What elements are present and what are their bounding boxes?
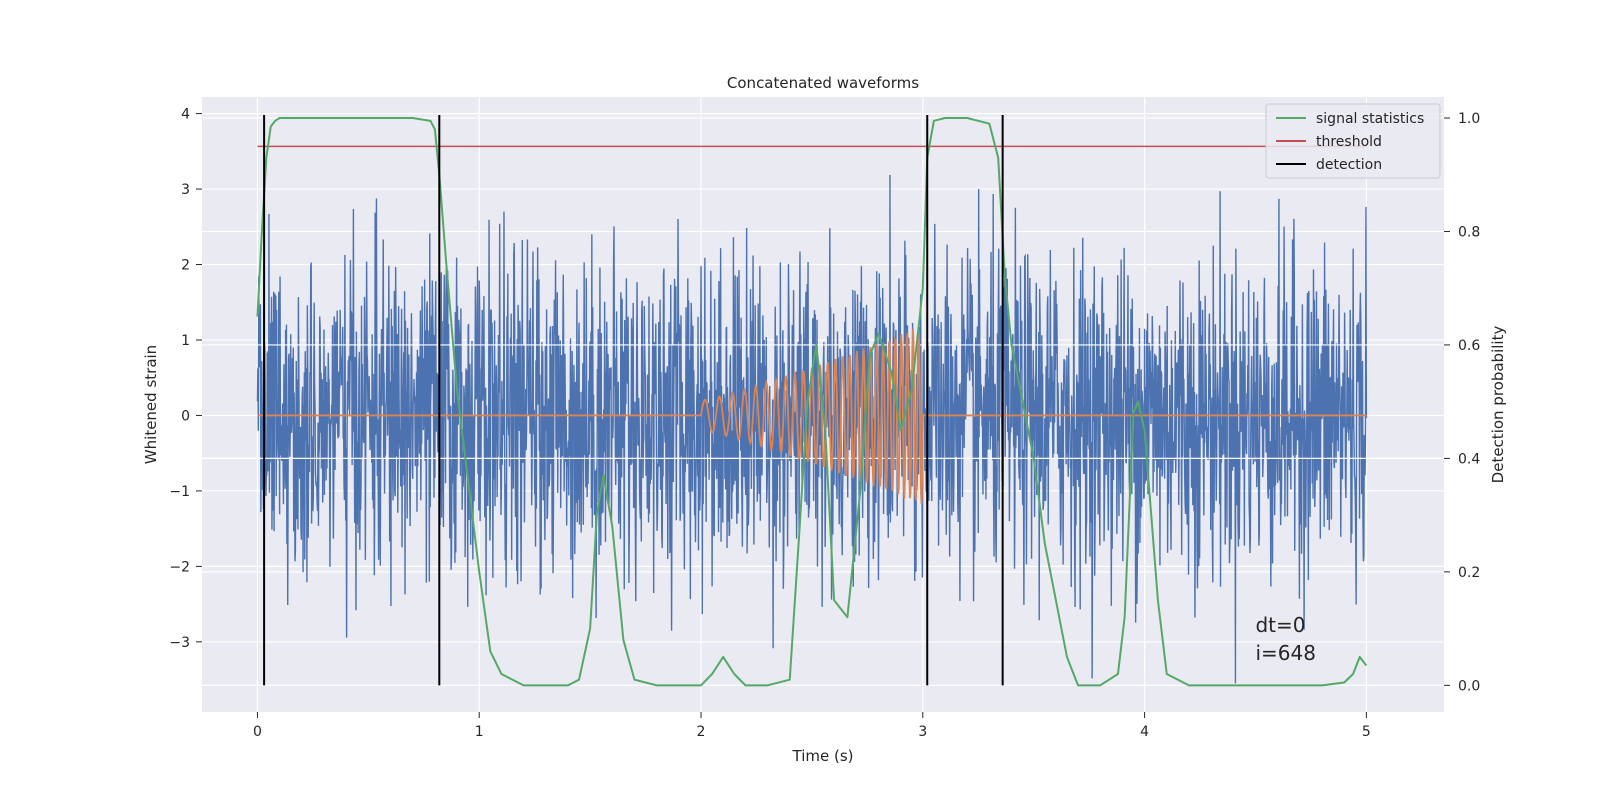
y-tick-label: 4 [181,107,190,123]
y2-tick-label: 1.0 [1458,111,1480,127]
y-tick-label: −2 [169,559,190,575]
x-tick-label: 0 [253,724,262,740]
x-tick-label: 2 [697,724,706,740]
legend: signal statistics threshold detection [1265,103,1441,179]
plot-area [202,114,1444,687]
legend-label: threshold [1316,134,1382,150]
legend-box [1265,103,1441,179]
y-tick-label: 3 [181,182,190,198]
y2-tick-label: 0.4 [1458,451,1480,467]
x-tick-label: 3 [918,724,927,740]
x-axis-label: Time (s) [792,747,854,765]
y2-axis-label: Detection probability [1489,326,1507,484]
annotation-dt: dt=0 [1255,613,1305,637]
annotation-index: i=648 [1255,641,1316,665]
y-tick-label: −1 [169,484,190,500]
chart-title: Concatenated waveforms [727,74,919,92]
x-tick-label: 1 [475,724,484,740]
y-tick-label: 1 [181,333,190,349]
legend-label: detection [1316,157,1382,173]
y-tick-label: −3 [169,635,190,651]
x-tick-label: 5 [1362,724,1371,740]
y-axis-label: Whitened strain [142,345,160,464]
legend-label: signal statistics [1316,111,1424,127]
y2-tick-label: 0.0 [1458,678,1480,694]
y-tick-label: 0 [181,408,190,424]
y2-tick-label: 0.8 [1458,224,1480,240]
signal-statistics-line [256,116,1368,687]
y2-tick-label: 0.6 [1458,338,1480,354]
axes: 0 1 2 3 4 5 −3 −2 −1 0 1 2 3 4 0.0 0.2 0.4 0.6 0.8 1.0 [169,107,1480,740]
y2-tick-label: 0.2 [1458,565,1480,581]
y-tick-label: 2 [181,258,190,274]
x-tick-label: 4 [1140,724,1149,740]
